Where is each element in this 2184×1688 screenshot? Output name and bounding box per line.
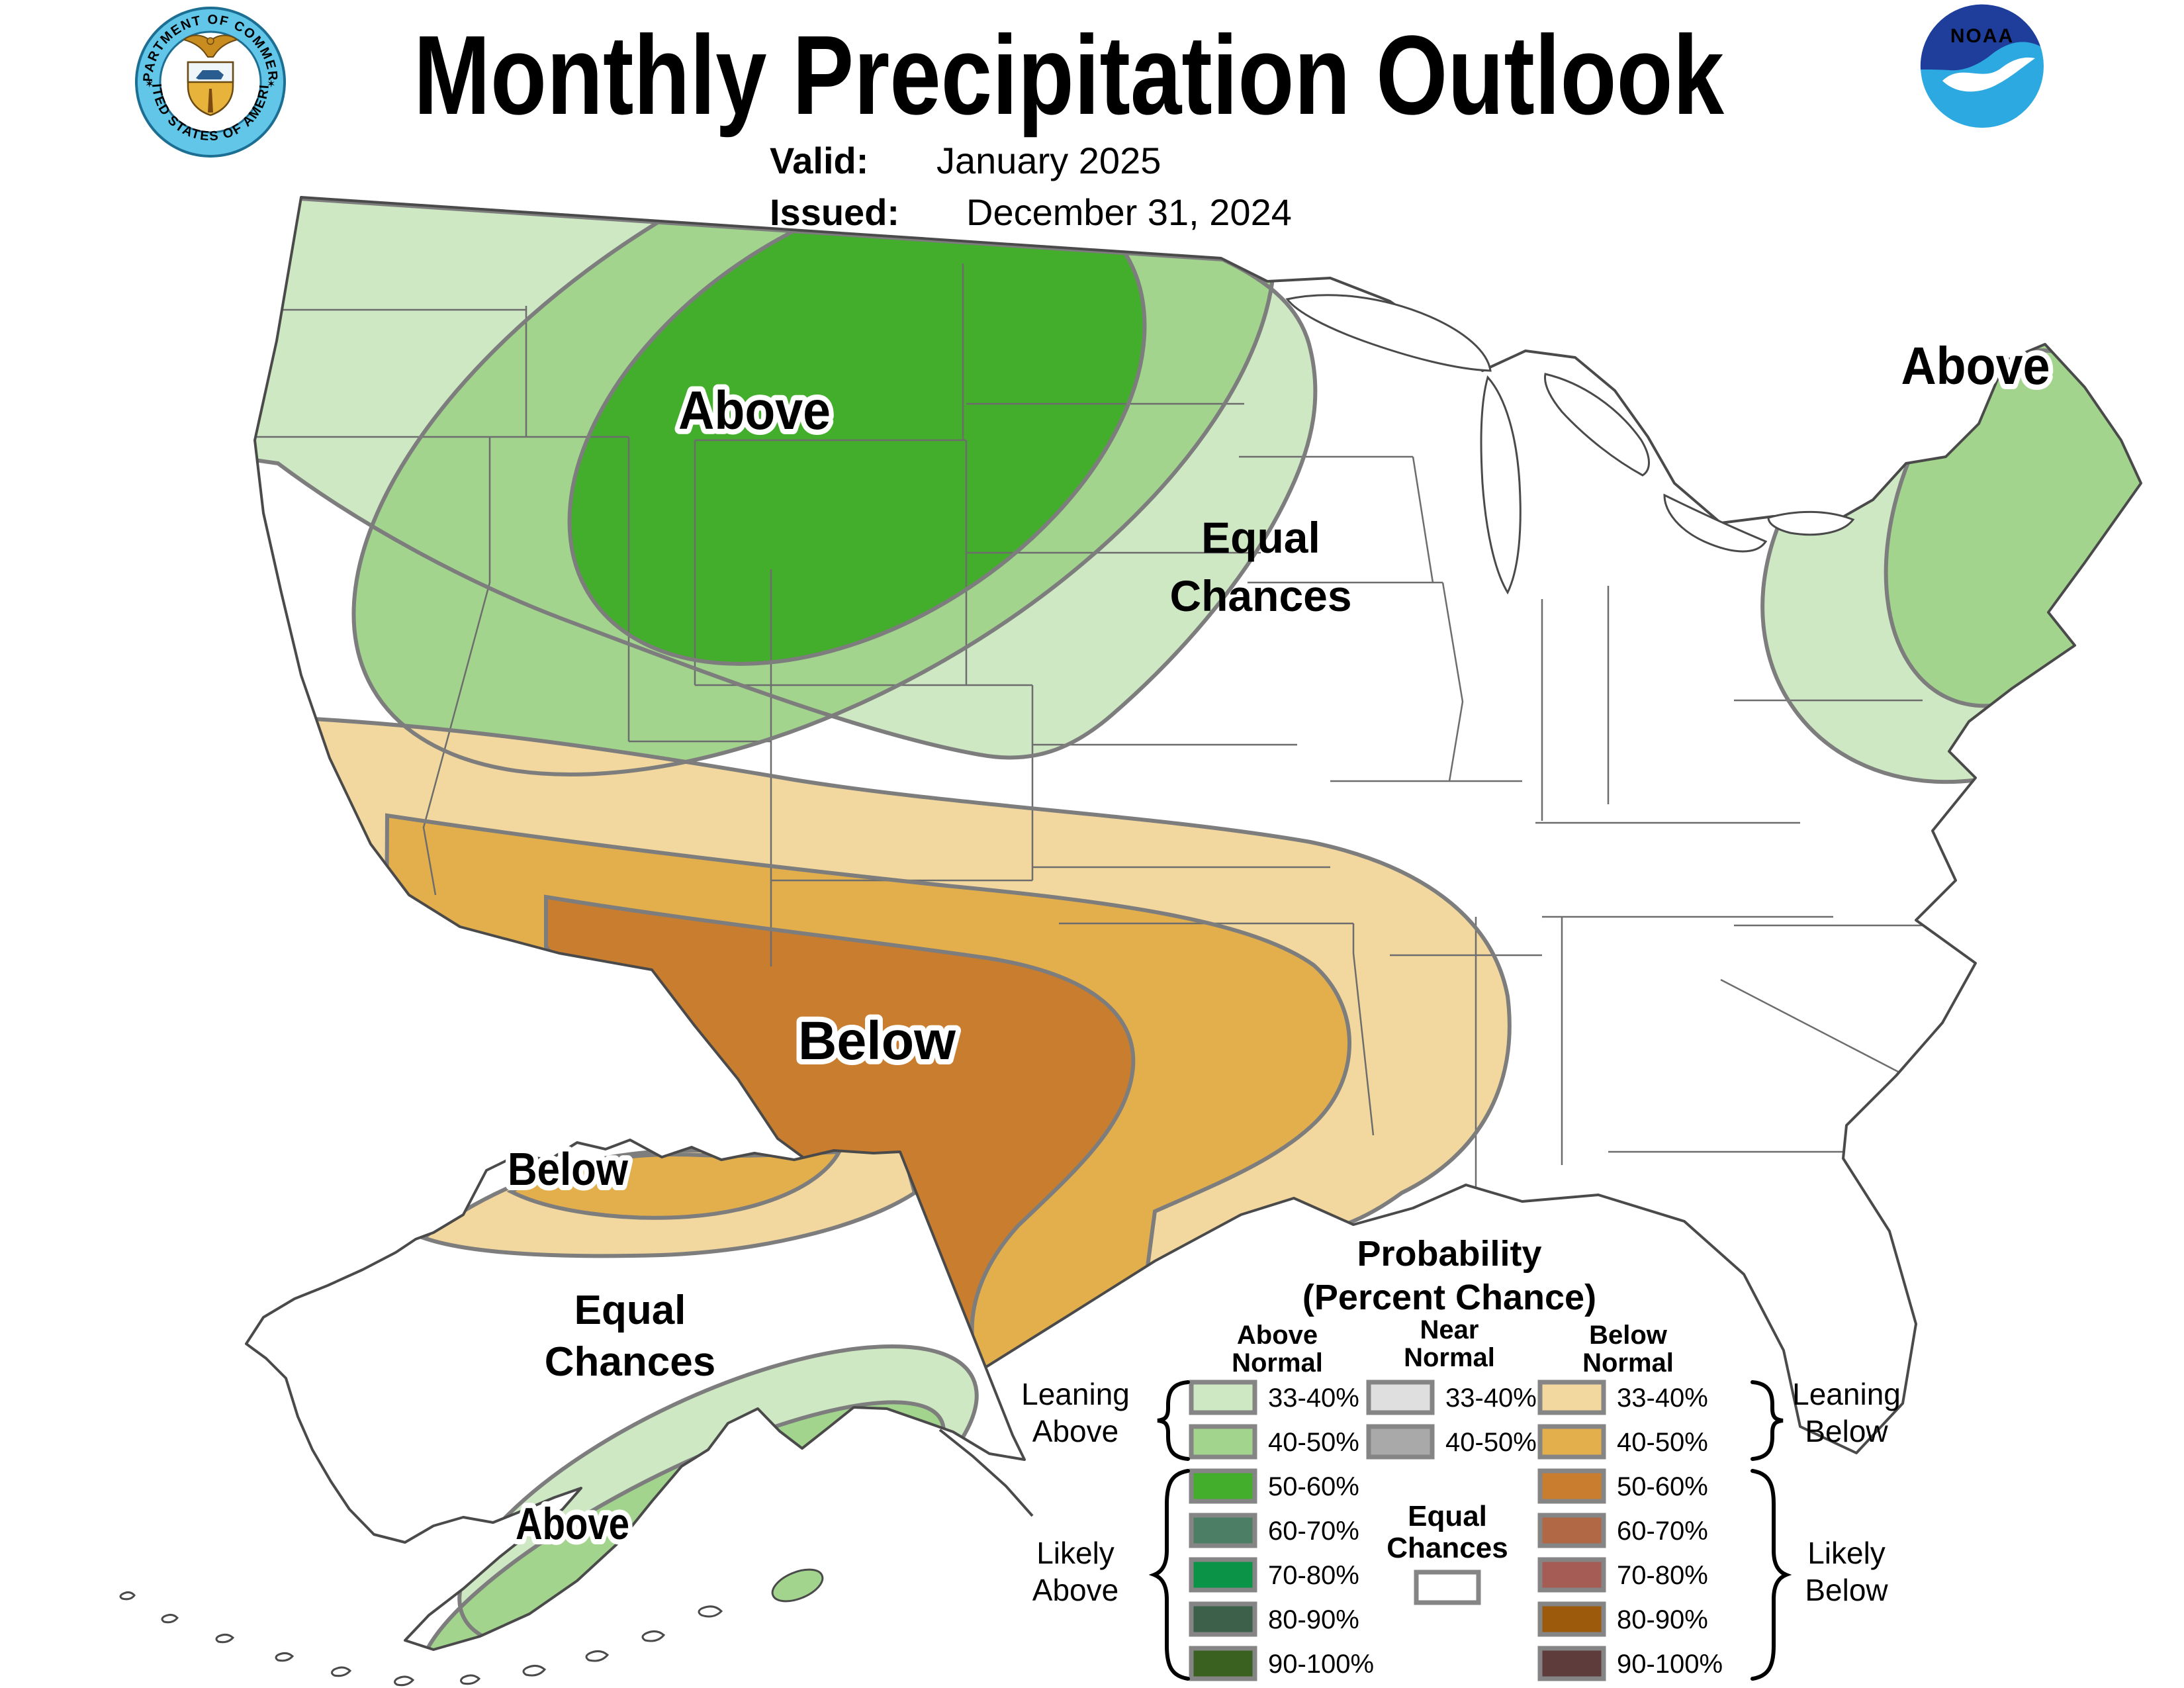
legend: Probability (Percent Chance) Above Norma… — [1021, 1234, 1901, 1681]
aleutian-islands — [119, 1591, 723, 1687]
lake-erie — [1663, 493, 1768, 553]
legend-swatch — [1366, 1424, 1435, 1460]
legend-swatch — [1537, 1513, 1606, 1548]
doc-seal-shield-icon — [187, 61, 234, 117]
lake-michigan — [1480, 375, 1522, 595]
doc-seal-star-right: ✶ — [267, 79, 275, 90]
label-conus-above: Above — [678, 381, 831, 441]
legend-col-below-normal: 33-40% 40-50% 50-60% 60-70% 70-80% 80-90… — [1537, 1380, 1723, 1681]
legend-swatch — [1189, 1557, 1257, 1593]
label-leaning-above-2: Above — [1032, 1414, 1118, 1448]
noaa-logo: NOAA — [1920, 4, 2044, 128]
alaska-panhandle — [938, 1429, 1034, 1517]
label-alaska-below: Below — [508, 1143, 628, 1195]
svg-text:70-80%: 70-80% — [1268, 1561, 1359, 1590]
label-northeast-above: Above — [1901, 336, 2050, 395]
svg-text:40-50%: 40-50% — [1445, 1428, 1537, 1457]
label-conus-equal-2: Chances — [1169, 571, 1351, 620]
label-alaska-equal-1: Equal — [574, 1288, 686, 1333]
noaa-logo-text: NOAA — [1950, 25, 2014, 47]
svg-text:90-100%: 90-100% — [1268, 1650, 1374, 1679]
legend-swatch — [1189, 1380, 1257, 1415]
label-likely-below-1: Likely — [1807, 1536, 1886, 1570]
legend-swatch — [1537, 1601, 1606, 1637]
legend-equal-chances-box — [1414, 1570, 1481, 1605]
legend-col-above-normal: 33-40% 40-50% 50-60% 60-70% 70-80% 80-90… — [1189, 1380, 1374, 1681]
legend-header-below-1: Below — [1589, 1321, 1668, 1350]
svg-text:60-70%: 60-70% — [1617, 1517, 1708, 1546]
lake-huron — [1543, 373, 1650, 477]
legend-header-near-2: Normal — [1404, 1343, 1495, 1372]
svg-text:33-40%: 33-40% — [1617, 1383, 1708, 1413]
label-leaning-above-1: Leaning — [1021, 1377, 1130, 1411]
issued-line: Issued: December 31, 2024 — [770, 191, 1292, 233]
page-title: Monthly Precipitation Outlook — [414, 13, 1724, 138]
label-alaska-above: Above — [516, 1499, 629, 1549]
svg-text:33-40%: 33-40% — [1445, 1383, 1537, 1413]
legend-swatch — [1189, 1601, 1257, 1637]
svg-text:40-50%: 40-50% — [1617, 1428, 1708, 1457]
doc-seal-eagle-icon — [182, 34, 239, 58]
legend-title-1: Probability — [1357, 1234, 1541, 1274]
svg-text:70-80%: 70-80% — [1617, 1561, 1708, 1590]
svg-text:40-50%: 40-50% — [1268, 1428, 1359, 1457]
label-conus-below: Below — [798, 1011, 956, 1071]
svg-text:80-90%: 80-90% — [1268, 1605, 1359, 1634]
legend-swatch — [1366, 1380, 1435, 1415]
legend-title-2: (Percent Chance) — [1302, 1278, 1596, 1317]
brace-likely-above — [1148, 1469, 1190, 1681]
legend-swatch — [1189, 1468, 1257, 1504]
great-lakes — [1285, 294, 1855, 595]
brace-likely-below — [1751, 1469, 1792, 1681]
label-leaning-below-2: Below — [1805, 1414, 1888, 1448]
legend-swatch — [1189, 1513, 1257, 1548]
legend-equal-chances-2: Chances — [1387, 1532, 1508, 1564]
legend-col-near-normal: 33-40% 40-50% Equal Chances — [1366, 1380, 1537, 1605]
svg-text:80-90%: 80-90% — [1617, 1605, 1708, 1634]
valid-issued-block: Valid: January 2025 Issued: December 31, 2… — [770, 140, 1292, 233]
label-likely-above-2: Above — [1032, 1573, 1118, 1607]
label-likely-below-2: Below — [1805, 1573, 1888, 1607]
legend-header-above-1: Above — [1237, 1321, 1318, 1350]
label-alaska-equal-2: Chances — [545, 1339, 715, 1385]
legend-swatch — [1189, 1424, 1257, 1460]
brace-leaning-above — [1157, 1380, 1190, 1461]
legend-header-below-2: Normal — [1582, 1348, 1674, 1378]
legend-swatch — [1537, 1380, 1606, 1415]
legend-swatch — [1537, 1424, 1606, 1460]
label-conus-equal-1: Equal — [1201, 513, 1320, 562]
lake-superior — [1285, 294, 1492, 372]
label-likely-above-1: Likely — [1036, 1536, 1115, 1570]
alaska-map: Below Equal Chances Above — [119, 1138, 1034, 1687]
svg-text:50-60%: 50-60% — [1268, 1472, 1359, 1501]
noaa-bird-icon — [1942, 57, 2035, 92]
legend-swatch — [1537, 1468, 1606, 1504]
svg-text:90-100%: 90-100% — [1617, 1650, 1723, 1679]
lake-ontario — [1767, 510, 1855, 536]
svg-text:60-70%: 60-70% — [1268, 1517, 1359, 1546]
doc-seal-star-left: ✶ — [145, 79, 154, 90]
legend-swatch — [1189, 1646, 1257, 1681]
legend-swatch — [1537, 1646, 1606, 1681]
legend-swatch — [1537, 1557, 1606, 1593]
legend-header-above-2: Normal — [1232, 1348, 1323, 1378]
valid-line: Valid: January 2025 — [770, 140, 1161, 181]
legend-equal-chances-1: Equal — [1408, 1500, 1487, 1532]
kodiak-island — [771, 1568, 824, 1603]
doc-seal-logo: DEPARTMENT OF COMMERCE UNITED STATES OF … — [135, 7, 286, 158]
svg-text:50-60%: 50-60% — [1617, 1472, 1708, 1501]
conus-map: Above Equal Chances Below Above — [253, 196, 2142, 1454]
brace-leaning-below — [1751, 1380, 1784, 1461]
svg-text:33-40%: 33-40% — [1268, 1383, 1359, 1413]
legend-header-near-1: Near — [1420, 1315, 1479, 1344]
label-leaning-below-1: Leaning — [1792, 1377, 1901, 1411]
